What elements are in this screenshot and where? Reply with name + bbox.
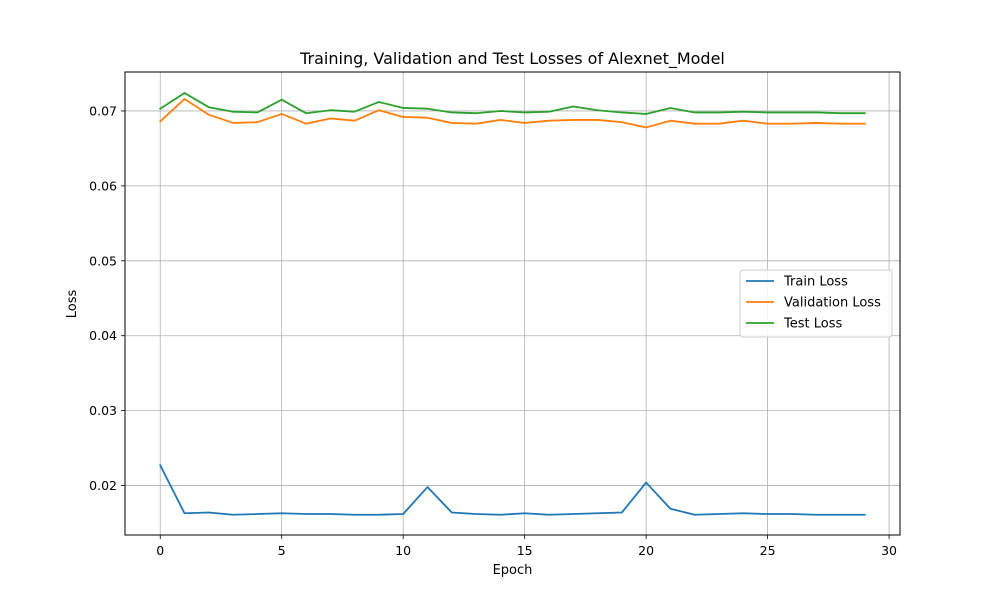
x-tick-label: 30: [881, 543, 897, 558]
x-tick-label: 5: [278, 543, 286, 558]
y-tick-label: 0.05: [89, 253, 117, 268]
chart-title: Training, Validation and Test Losses of …: [299, 49, 725, 69]
legend-label: Train Loss: [783, 275, 848, 290]
y-tick-label: 0.03: [89, 403, 117, 418]
x-tick-label: 10: [395, 543, 411, 558]
y-tick-label: 0.07: [89, 103, 117, 118]
series-line-train-loss: [159, 464, 866, 516]
series-line-test-loss: [158, 92, 866, 115]
y-axis-label: Loss: [65, 290, 80, 319]
legend: Train Loss Validation Loss Test Loss: [739, 269, 893, 338]
legend-label: Validation Loss: [784, 296, 881, 311]
x-tick-label: 15: [517, 543, 533, 558]
x-axis-label: Epoch: [493, 563, 533, 578]
y-tick-label: 0.06: [89, 178, 117, 193]
x-tick-label: 0: [156, 543, 164, 558]
x-tick-label: 25: [760, 543, 776, 558]
series-layer: [158, 92, 866, 516]
series-line-validation-loss: [158, 98, 866, 129]
axis-ticks: 0 5 10 15 20 25 30 0.02 0.03 0.04 0.05 0.06 0.07: [89, 103, 897, 558]
y-tick-label: 0.04: [89, 328, 117, 343]
x-tick-label: 20: [638, 543, 654, 558]
legend-box: [739, 269, 893, 338]
legend-label: Test Loss: [783, 317, 842, 332]
plot-frame: [124, 71, 901, 536]
y-tick-label: 0.02: [89, 478, 117, 493]
